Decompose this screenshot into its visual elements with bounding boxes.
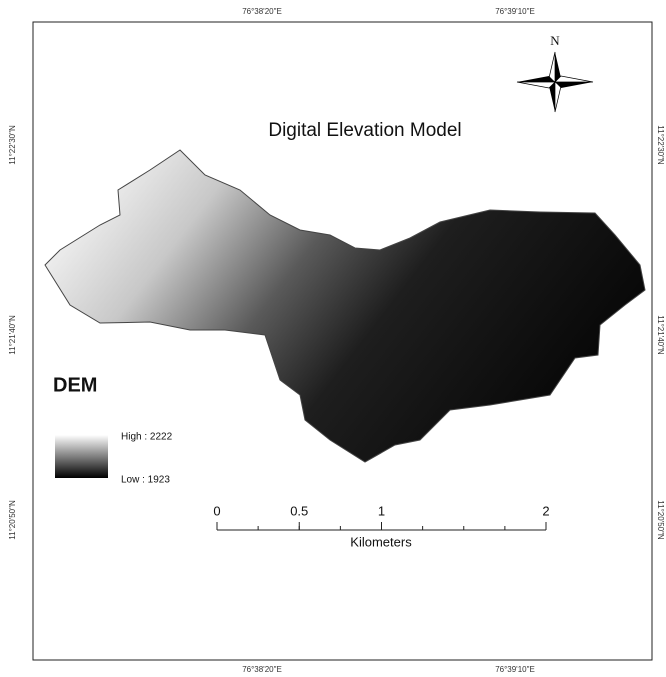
legend-title: DEM xyxy=(53,374,97,396)
latitude-label: 11°22'30"N xyxy=(656,125,665,165)
scale-label: 0.5 xyxy=(290,503,308,518)
longitude-label: 76°38'20"E xyxy=(242,665,282,674)
longitude-label: 76°39'10"E xyxy=(495,7,535,16)
north-label: N xyxy=(550,33,560,48)
map-title: Digital Elevation Model xyxy=(268,120,461,141)
legend-ramp xyxy=(55,435,108,478)
longitude-label: 76°39'10"E xyxy=(495,665,535,674)
latitude-label: 11°22'30"N xyxy=(8,125,17,165)
map: Digital Elevation Model N DEM High : 222… xyxy=(0,0,666,677)
legend-high: High : 2222 xyxy=(121,432,173,443)
latitude-label: 11°20'50"N xyxy=(8,500,17,540)
scale-label: 1 xyxy=(378,503,385,518)
north-arrow xyxy=(517,52,593,112)
legend-low: Low : 1923 xyxy=(121,475,170,486)
latitude-label: 11°21'40"N xyxy=(656,315,665,355)
scale-unit: Kilometers xyxy=(350,534,412,549)
latitude-label: 11°20'50"N xyxy=(656,500,665,540)
longitude-label: 76°38'20"E xyxy=(242,7,282,16)
scale-label: 0 xyxy=(213,503,220,518)
scale-label: 2 xyxy=(542,503,549,518)
latitude-label: 11°21'40"N xyxy=(8,315,17,355)
watershed xyxy=(45,150,645,462)
